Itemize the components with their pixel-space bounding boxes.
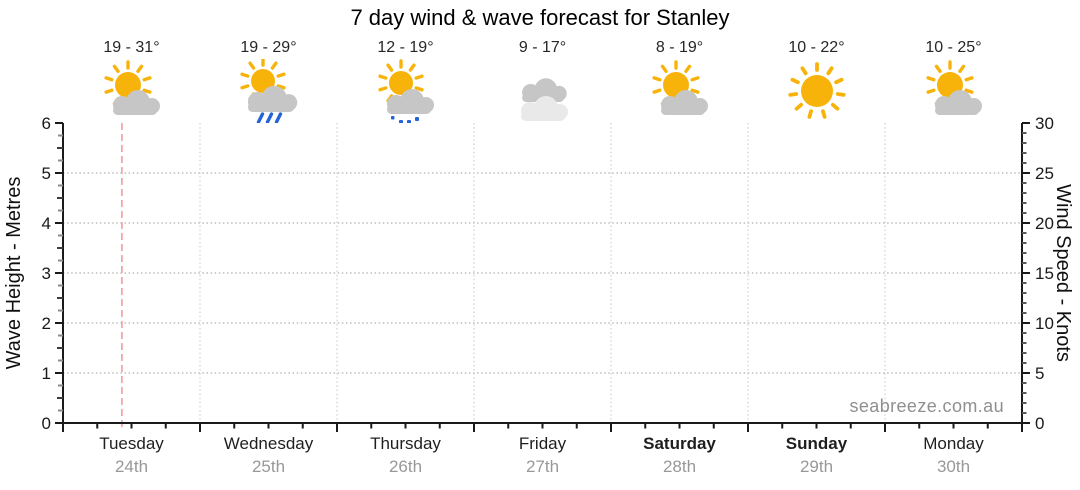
day-column-tuesday: 19 - 31° Tuesday 24th	[63, 0, 200, 490]
partly-cloudy-icon	[925, 60, 982, 115]
day-date-label: 24th	[114, 457, 149, 476]
day-name-label: Monday	[923, 434, 984, 453]
temp-range-label: 19 - 31°	[103, 39, 160, 56]
temp-range-label: 19 - 29°	[240, 39, 297, 56]
day-column-friday: 9 - 17° Friday 27th	[474, 0, 611, 490]
chart-title: 7 day wind & wave forecast for Stanley	[350, 5, 730, 30]
tick-label: 3	[42, 264, 51, 283]
tick-label: 15	[1035, 264, 1054, 283]
day-name-label: Tuesday	[99, 434, 164, 453]
day-column-monday: 10 - 25° Monday 30th	[885, 0, 1022, 490]
left-y-axis: 0 1 2 3 4 5 6	[42, 114, 63, 433]
day-column-sunday: 10 - 22° Sunday 29th	[748, 0, 885, 490]
tick-label: 20	[1035, 214, 1054, 233]
partly-cloudy-icon	[103, 60, 160, 115]
tick-label: 6	[42, 114, 51, 133]
temp-range-label: 10 - 25°	[925, 39, 982, 56]
day-name-label: Thursday	[370, 434, 441, 453]
tick-label: 2	[42, 314, 51, 333]
day-column-thursday: 12 - 19° Thursday 26th	[337, 0, 474, 490]
tick-label: 4	[42, 214, 51, 233]
day-date-label: 26th	[388, 457, 423, 476]
day-date-label: 27th	[525, 457, 560, 476]
light-showers-icon	[377, 59, 434, 123]
left-axis-title: Wave Height - Metres	[3, 176, 25, 370]
day-name-label: Wednesday	[223, 434, 314, 453]
tick-label: 5	[42, 164, 51, 183]
temp-range-label: 9 - 17°	[518, 39, 567, 56]
x-axis-ticks	[62, 423, 1023, 432]
tick-label: 30	[1035, 114, 1054, 133]
partly-cloudy-icon	[651, 60, 708, 115]
sunny-icon	[787, 62, 846, 119]
vertical-gridlines	[199, 123, 886, 423]
day-name-label: Friday	[518, 434, 567, 453]
temp-range-label: 8 - 19°	[655, 39, 704, 56]
right-axis-title: Wind Speed - Knots	[1052, 184, 1074, 362]
day-date-label: 28th	[662, 457, 697, 476]
day-name-label: Saturday	[643, 434, 716, 453]
day-date-label: 29th	[799, 457, 834, 476]
tick-label: 25	[1035, 164, 1054, 183]
day-date-label: 25th	[251, 457, 286, 476]
right-y-axis: 0 5 10 15 20 25 30	[1022, 114, 1054, 433]
watermark: seabreeze.com.au	[849, 396, 1004, 416]
cloudy-icon	[520, 78, 568, 121]
tick-label: 10	[1035, 314, 1054, 333]
day-name-label: Sunday	[785, 434, 848, 453]
day-column-saturday: 8 - 19° Saturday 28th	[611, 0, 748, 490]
day-column-wednesday: 19 - 29° Wednesday 25th	[200, 0, 337, 490]
tick-label: 0	[42, 414, 51, 433]
rain-showers-icon	[239, 59, 297, 123]
tick-label: 0	[1035, 414, 1044, 433]
day-date-label: 30th	[936, 457, 971, 476]
temp-range-label: 12 - 19°	[377, 39, 434, 56]
tick-label: 1	[42, 364, 51, 383]
temp-range-label: 10 - 22°	[788, 39, 845, 56]
tick-label: 5	[1035, 364, 1044, 383]
